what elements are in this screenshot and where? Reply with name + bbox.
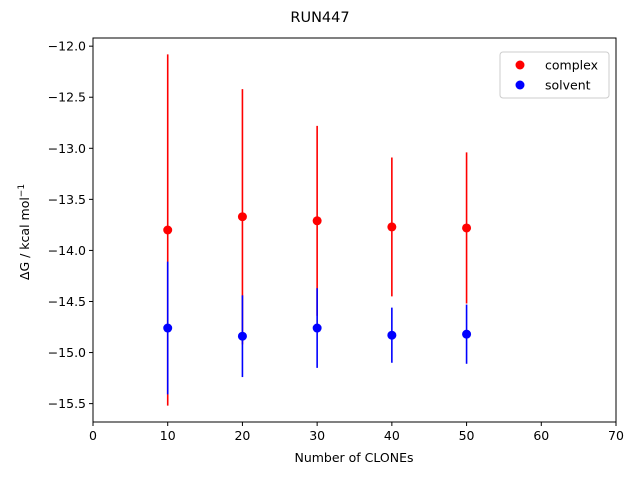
legend-box [499, 51, 610, 99]
x-tick-label: 20 [234, 428, 250, 443]
plot-frame [92, 37, 617, 423]
y-tick-label: −13.5 [48, 192, 86, 207]
y-tick-label: −13.0 [48, 141, 86, 156]
legend-label-solvent: solvent [545, 78, 591, 93]
complex-point [462, 223, 472, 233]
y-tick-label: −15.5 [48, 396, 86, 411]
y-axis-label: ΔG / kcal mol−1 [17, 184, 32, 280]
x-tick-label: 40 [384, 428, 400, 443]
legend-marker-complex [515, 60, 525, 70]
x-axis: 0 10 20 30 40 50 60 70 [89, 422, 624, 443]
chart-title: RUN447 [290, 10, 349, 26]
x-tick-label: 70 [608, 428, 624, 443]
y-tick-label: −12.5 [48, 90, 86, 105]
x-tick-label: 50 [459, 428, 475, 443]
x-tick-label: 0 [89, 428, 97, 443]
y-tick-label: −12.0 [48, 39, 86, 54]
complex-point [163, 225, 173, 235]
legend-marker-solvent [515, 80, 525, 90]
y-tick-label: −15.0 [48, 345, 86, 360]
x-tick-label: 10 [160, 428, 176, 443]
solvent-point [312, 323, 322, 333]
complex-point [312, 216, 322, 226]
series-solvent [163, 261, 472, 395]
x-tick-label: 60 [533, 428, 549, 443]
y-axis-label-main: ΔG / kcal mol [17, 197, 32, 280]
x-axis-label: Number of CLONEs [294, 450, 413, 465]
y-axis-label-superscript: −1 [17, 184, 27, 197]
solvent-point [237, 331, 247, 341]
legend: complex solvent [499, 51, 610, 99]
legend-label-complex: complex [545, 58, 598, 73]
solvent-point [462, 329, 472, 339]
y-tick-label: −14.0 [48, 243, 86, 258]
x-tick-label: 30 [309, 428, 325, 443]
complex-point [387, 222, 397, 232]
complex-point [237, 212, 247, 222]
solvent-point [163, 323, 173, 333]
solvent-point [387, 330, 397, 340]
plot-marks [163, 54, 472, 406]
y-tick-label: −14.5 [48, 294, 86, 309]
y-axis: −12.0 −12.5 −13.0 −13.5 −14.0 −14.5 −15.0 −15.5 [48, 39, 93, 411]
